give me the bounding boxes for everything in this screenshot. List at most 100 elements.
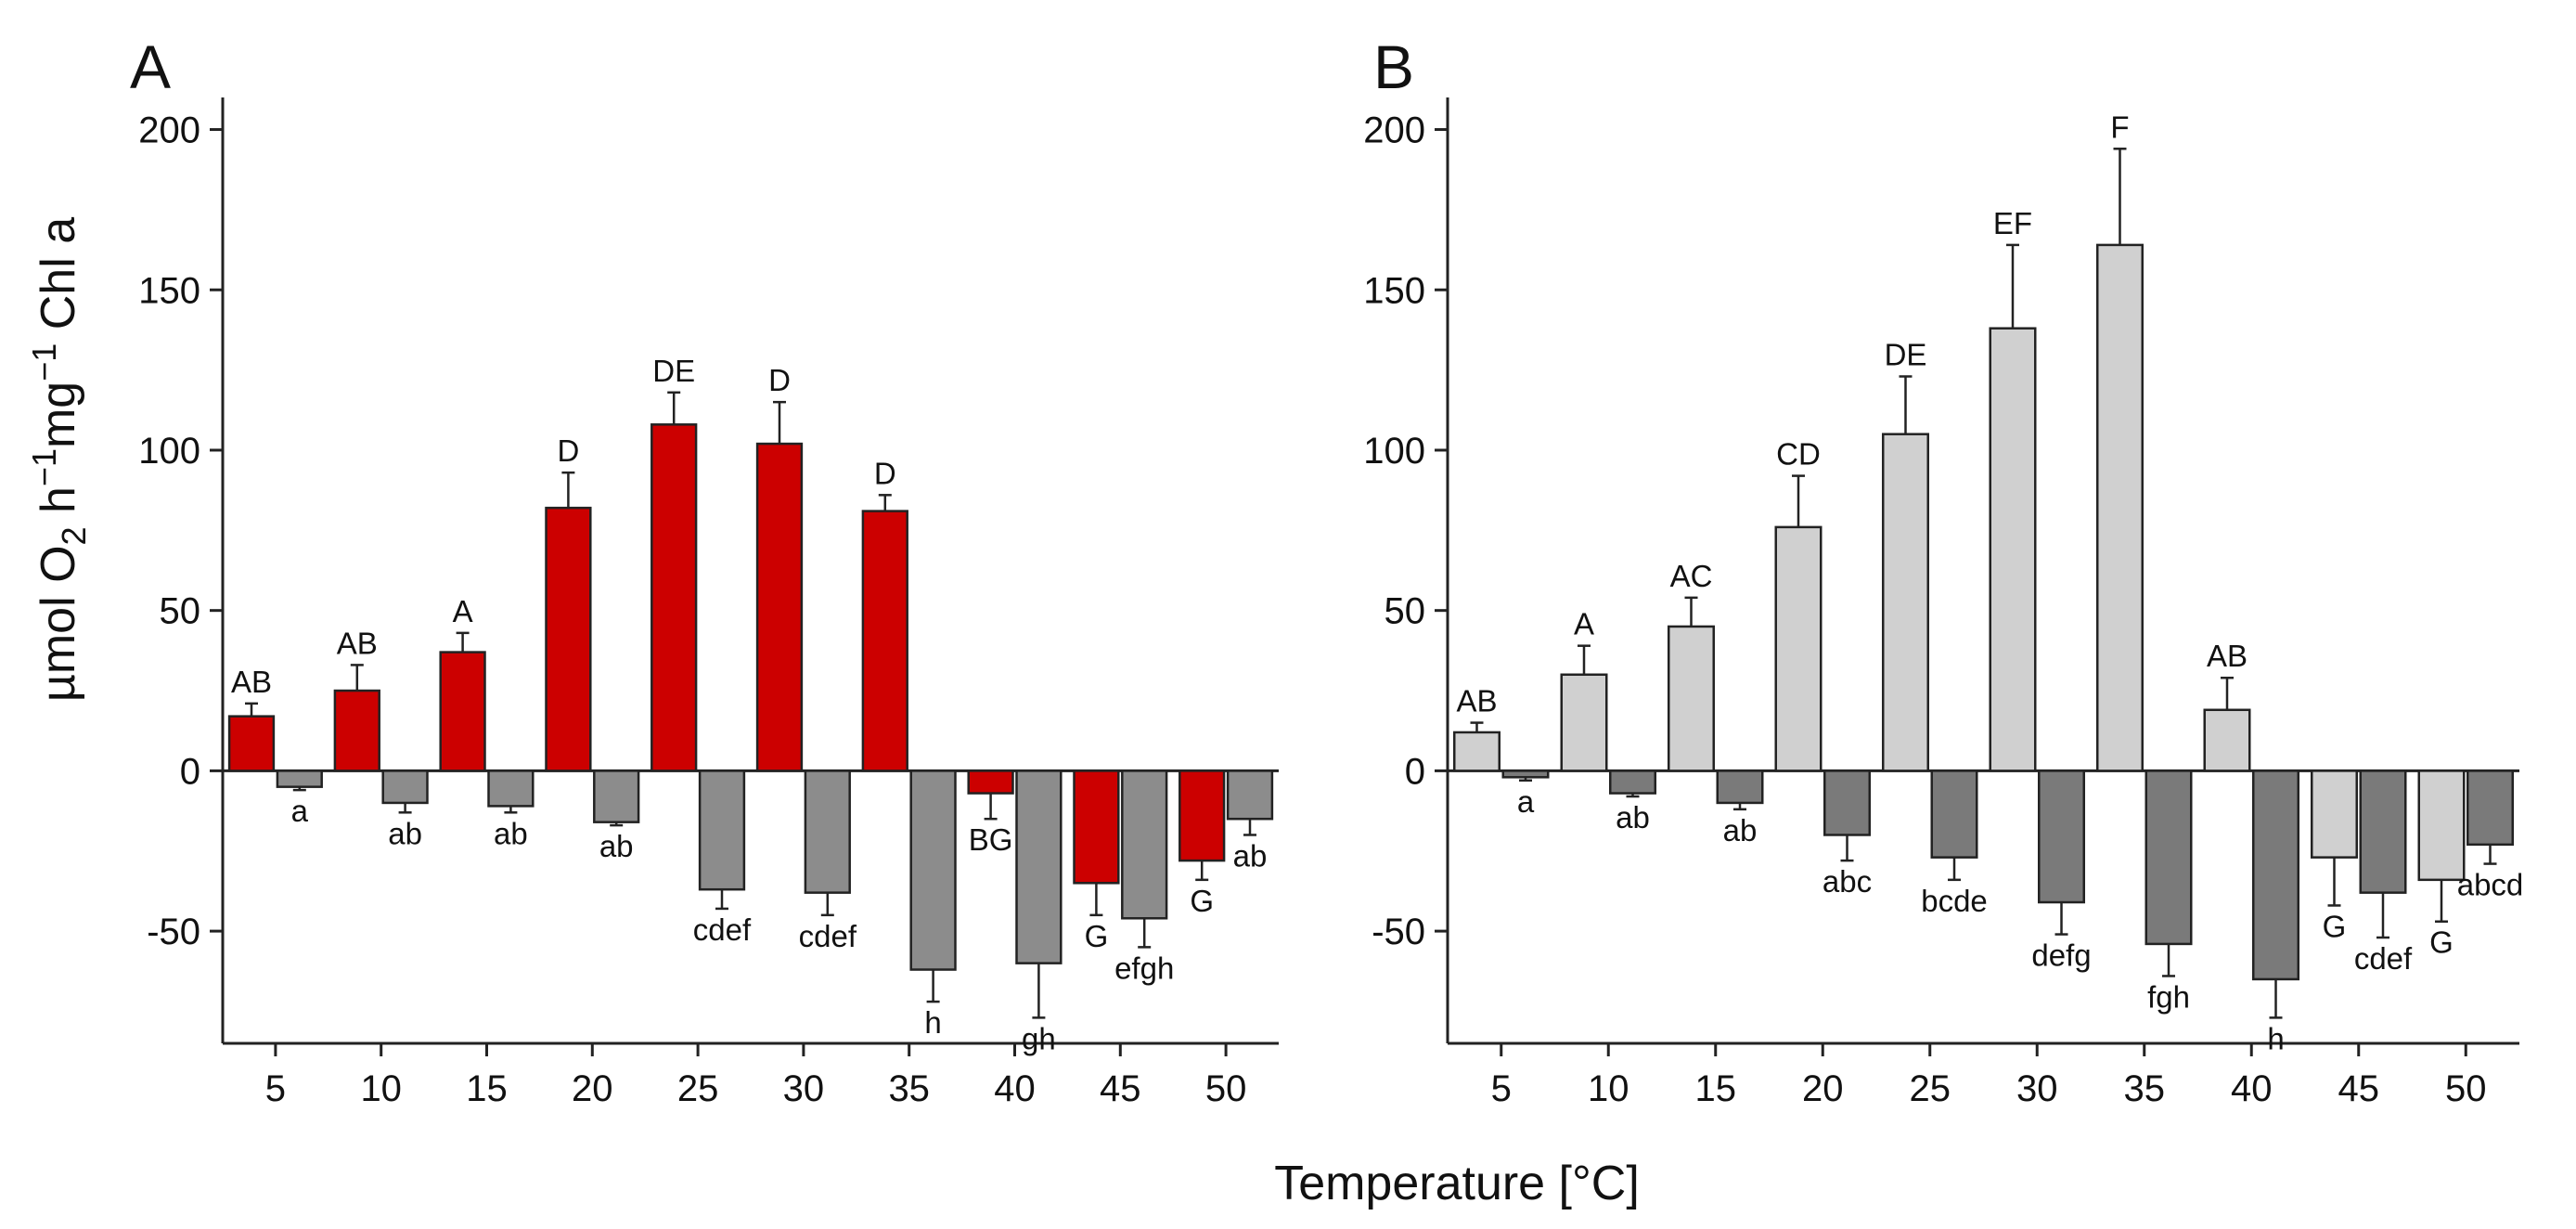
y-tick-label: 50 [160,591,201,632]
respiration-bar [2467,770,2515,847]
photosynthesis-bar [2310,770,2358,859]
x-tick-label: 25 [1910,1068,1951,1109]
y-axis-title: µmol O2 h−1mg−1 Chl a [25,217,93,702]
respiration-bar [1823,770,1872,836]
photosynthesis-significance-label: AB [337,626,378,660]
respiration-significance-label: a [1517,784,1535,819]
y-tick-label: -50 [147,912,200,952]
respiration-bar [487,770,535,808]
y-tick-label: 100 [1363,431,1425,472]
photosynthesis-bar [2417,770,2466,882]
respiration-significance-label: efgh [1114,951,1174,985]
respiration-significance-label: fgh [2147,979,2190,1014]
photosynthesis-significance-label: G [1190,884,1214,918]
x-tick-label: 35 [888,1068,930,1109]
respiration-bar [2145,770,2193,946]
photosynthesis-significance-label: AB [231,665,272,699]
photosynthesis-significance-label: BG [969,822,1013,857]
respiration-significance-label: ab [494,816,528,850]
y-tick-label: 100 [138,431,200,472]
x-tick-label: 30 [2016,1068,2058,1109]
respiration-significance-label: cdef [693,912,752,947]
photosynthesis-bar [1179,770,1226,862]
photosynthesis-bar [861,510,908,772]
photosynthesis-bar [2203,708,2251,772]
respiration-bar [1716,770,1764,805]
respiration-significance-label: abc [1823,864,1872,899]
photosynthesis-significance-label: D [768,363,791,397]
respiration-bar [1226,770,1274,821]
photosynthesis-bar [1073,770,1120,885]
respiration-bar [276,770,323,788]
y-tick-label: 200 [138,110,200,151]
x-tick-label: 50 [2445,1068,2487,1109]
respiration-bar [804,770,851,894]
respiration-significance-label: cdef [2354,941,2413,976]
photosynthesis-significance-label: G [2323,909,2347,943]
respiration-bar [2359,770,2407,894]
x-tick-label: 20 [572,1068,613,1109]
y-tick-label: 150 [1363,270,1425,311]
x-axis-title: Temperature [°C] [1274,1157,1640,1210]
y-tick-label: 0 [180,751,200,792]
photosynthesis-significance-label: D [557,433,579,468]
respiration-bar [909,770,957,971]
x-tick-label: 5 [265,1068,286,1109]
respiration-bar [381,770,429,805]
photosynthesis-significance-label: F [2110,110,2129,144]
photosynthesis-significance-label: AC [1670,559,1713,593]
y-tick-label: -50 [1372,912,1425,952]
x-tick-label: 25 [677,1068,719,1109]
photosynthesis-significance-label: D [874,456,896,490]
x-tick-label: 35 [2124,1068,2166,1109]
photosynthesis-bar [2095,243,2144,772]
photosynthesis-bar [1560,673,1608,772]
panel-a-chart: A -50 0 50 100 150 200 5 10 15 20 25 30 35 40 45 50 AB AB A… [130,32,1279,1109]
x-tick-label: 10 [360,1068,402,1109]
y-tick-label: 50 [1385,591,1426,632]
respiration-significance-label: bcde [1921,884,1988,918]
respiration-significance-label: abcd [2457,868,2524,902]
photosynthesis-bar [1774,525,1823,772]
respiration-significance-label: cdef [799,919,857,953]
photosynthesis-bar [755,442,804,772]
panel-b-chart: B -50 0 50 100 150 200 5 10 15 20 25 30 35 40 45 50 AB A AC… [1363,32,2523,1109]
respiration-significance-label: a [291,794,309,828]
respiration-bar [698,770,746,891]
respiration-significance-label: h [924,1005,941,1040]
respiration-bar [2038,770,2086,904]
photosynthesis-bar [227,715,276,772]
x-tick-label: 15 [466,1068,508,1109]
panel-letter: A [130,32,171,101]
respiration-bar [2252,770,2300,981]
photosynthesis-significance-label: DE [1885,338,1927,372]
respiration-bar [1501,770,1550,779]
photosynthesis-significance-label: G [2429,925,2454,960]
x-tick-label: 30 [783,1068,825,1109]
y-tick-label: 200 [1363,110,1425,151]
respiration-significance-label: ab [1723,813,1758,847]
photosynthesis-significance-label: AB [1456,684,1497,718]
photosynthesis-significance-label: A [1574,607,1594,641]
x-tick-label: 45 [2338,1068,2380,1109]
panel-letter: B [1373,32,1414,101]
x-tick-label: 15 [1695,1068,1737,1109]
respiration-significance-label: ab [1233,838,1268,873]
photosynthesis-bar [650,423,698,772]
respiration-bar [1930,770,1978,859]
photosynthesis-bar [333,689,380,772]
respiration-significance-label: h [2267,1021,2284,1055]
y-tick-label: 150 [138,270,200,311]
x-tick-label: 5 [1491,1068,1512,1109]
x-tick-label: 40 [2231,1068,2273,1109]
photosynthesis-bar [1881,433,1929,772]
y-tick-label: 0 [1405,751,1425,792]
photosynthesis-bar [1452,731,1501,772]
photosynthesis-significance-label: A [453,594,473,628]
respiration-bar [1121,770,1168,920]
photosynthesis-bar [1667,625,1715,772]
respiration-significance-label: gh [1022,1021,1056,1055]
photosynthesis-significance-label: CD [1776,437,1821,472]
photosynthesis-bar [1989,327,2037,772]
